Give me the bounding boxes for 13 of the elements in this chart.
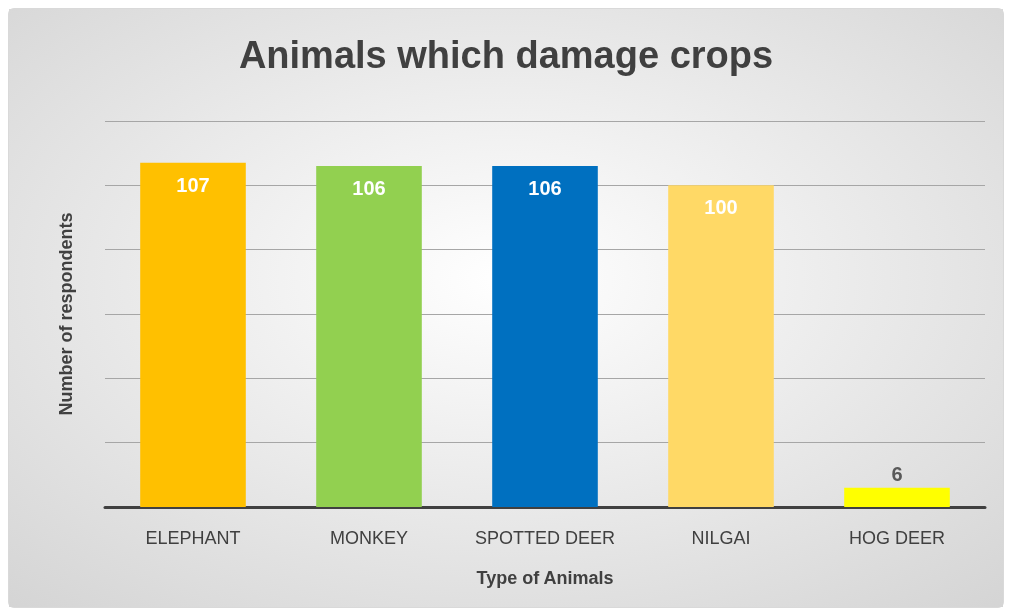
x-tick-label: NILGAI — [691, 528, 751, 548]
data-label: 100 — [704, 196, 738, 219]
x-tick-label: SPOTTED DEER — [474, 528, 616, 548]
x-tick-label: HOG DEER — [848, 528, 946, 548]
data-label: 106 — [528, 177, 562, 200]
x-axis-title: Type of Animals — [476, 568, 614, 588]
x-tick-label: ELEPHANT — [145, 528, 241, 548]
chart-title: Animals which damage crops — [238, 34, 774, 76]
data-label: 107 — [176, 173, 210, 196]
data-label: 6 — [891, 462, 903, 485]
y-axis-title: Number of respondents — [56, 212, 76, 416]
data-label: 106 — [352, 177, 386, 200]
x-tick-label: MONKEY — [329, 528, 409, 548]
